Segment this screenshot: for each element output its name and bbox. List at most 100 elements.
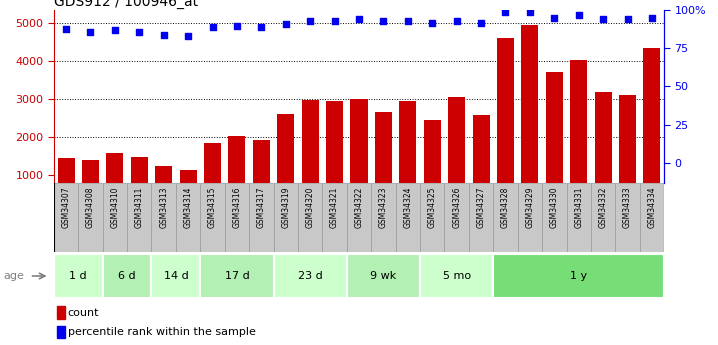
Text: 14 d: 14 d bbox=[164, 271, 188, 281]
Bar bbox=[322, 183, 347, 252]
Bar bbox=[518, 183, 542, 252]
Text: GSM34328: GSM34328 bbox=[501, 186, 510, 228]
Point bbox=[85, 29, 96, 34]
Text: GSM34310: GSM34310 bbox=[111, 186, 119, 228]
Bar bbox=[347, 183, 371, 252]
Text: GSM34325: GSM34325 bbox=[428, 186, 437, 228]
Bar bbox=[57, 306, 65, 319]
Bar bbox=[103, 183, 127, 252]
Text: GSM34331: GSM34331 bbox=[574, 186, 583, 228]
Bar bbox=[615, 183, 640, 252]
Bar bbox=[640, 183, 664, 252]
Bar bbox=[277, 114, 294, 213]
Bar bbox=[57, 158, 75, 213]
Text: GSM34330: GSM34330 bbox=[550, 186, 559, 228]
Bar bbox=[420, 183, 444, 252]
Bar bbox=[106, 153, 123, 213]
Bar bbox=[204, 142, 221, 213]
Bar bbox=[54, 183, 78, 252]
Bar bbox=[591, 183, 615, 252]
Bar bbox=[396, 183, 420, 252]
Text: GSM34327: GSM34327 bbox=[477, 186, 485, 228]
Bar bbox=[521, 24, 538, 213]
Bar bbox=[570, 60, 587, 213]
Text: GDS912 / 100946_at: GDS912 / 100946_at bbox=[54, 0, 198, 9]
Point bbox=[524, 9, 536, 14]
Text: GSM34315: GSM34315 bbox=[208, 186, 217, 228]
Bar bbox=[200, 254, 274, 298]
Text: GSM34320: GSM34320 bbox=[306, 186, 314, 228]
Point bbox=[231, 23, 243, 28]
Point bbox=[158, 32, 169, 38]
Text: 9 wk: 9 wk bbox=[370, 271, 396, 281]
Text: GSM34323: GSM34323 bbox=[379, 186, 388, 228]
Point bbox=[207, 24, 218, 30]
Bar bbox=[298, 183, 322, 252]
Bar bbox=[127, 183, 151, 252]
Point bbox=[622, 17, 633, 22]
Text: 5 mo: 5 mo bbox=[442, 271, 471, 281]
Bar bbox=[326, 101, 343, 213]
Point bbox=[597, 17, 609, 22]
Bar bbox=[253, 140, 270, 213]
Bar bbox=[420, 254, 493, 298]
Bar bbox=[493, 183, 518, 252]
Bar bbox=[200, 183, 225, 252]
Point bbox=[549, 15, 560, 21]
Text: GSM34333: GSM34333 bbox=[623, 186, 632, 228]
Text: GSM34314: GSM34314 bbox=[184, 186, 192, 228]
Bar bbox=[472, 115, 490, 213]
Text: GSM34326: GSM34326 bbox=[452, 186, 461, 228]
Point bbox=[182, 33, 194, 39]
Bar bbox=[82, 160, 99, 213]
Bar bbox=[225, 183, 249, 252]
Text: percentile rank within the sample: percentile rank within the sample bbox=[67, 327, 256, 337]
Bar bbox=[131, 157, 148, 213]
Point bbox=[256, 24, 267, 30]
Text: GSM34321: GSM34321 bbox=[330, 186, 339, 228]
Text: GSM34317: GSM34317 bbox=[257, 186, 266, 228]
Bar bbox=[350, 99, 368, 213]
Bar bbox=[274, 183, 298, 252]
Bar bbox=[302, 100, 319, 213]
Bar bbox=[54, 254, 103, 298]
Text: age: age bbox=[4, 271, 24, 281]
Point bbox=[451, 18, 462, 24]
Bar bbox=[469, 183, 493, 252]
Text: count: count bbox=[67, 308, 99, 318]
Bar bbox=[274, 254, 347, 298]
Point bbox=[329, 18, 340, 24]
Bar bbox=[78, 183, 103, 252]
Bar bbox=[567, 183, 591, 252]
Bar bbox=[57, 326, 65, 338]
Point bbox=[60, 26, 72, 31]
Point bbox=[426, 20, 438, 25]
Text: GSM34308: GSM34308 bbox=[86, 186, 95, 228]
Bar bbox=[103, 254, 151, 298]
Bar bbox=[151, 183, 176, 252]
Point bbox=[475, 20, 487, 25]
Text: 6 d: 6 d bbox=[118, 271, 136, 281]
Point bbox=[353, 17, 365, 22]
Text: GSM34313: GSM34313 bbox=[159, 186, 168, 228]
Point bbox=[573, 12, 584, 18]
Text: GSM34334: GSM34334 bbox=[648, 186, 656, 228]
Text: GSM34322: GSM34322 bbox=[355, 186, 363, 228]
Point bbox=[304, 18, 316, 24]
Text: GSM34319: GSM34319 bbox=[281, 186, 290, 228]
Bar bbox=[542, 183, 567, 252]
Text: 1 y: 1 y bbox=[570, 271, 587, 281]
Bar bbox=[643, 48, 661, 213]
Text: 1 d: 1 d bbox=[70, 271, 87, 281]
Bar bbox=[493, 254, 664, 298]
Bar bbox=[497, 38, 514, 213]
Point bbox=[134, 29, 145, 34]
Point bbox=[109, 27, 121, 33]
Text: GSM34311: GSM34311 bbox=[135, 186, 144, 228]
Point bbox=[500, 9, 511, 14]
Text: 17 d: 17 d bbox=[225, 271, 249, 281]
Bar bbox=[176, 183, 200, 252]
Bar bbox=[448, 97, 465, 213]
Point bbox=[646, 15, 658, 21]
Bar bbox=[371, 183, 396, 252]
